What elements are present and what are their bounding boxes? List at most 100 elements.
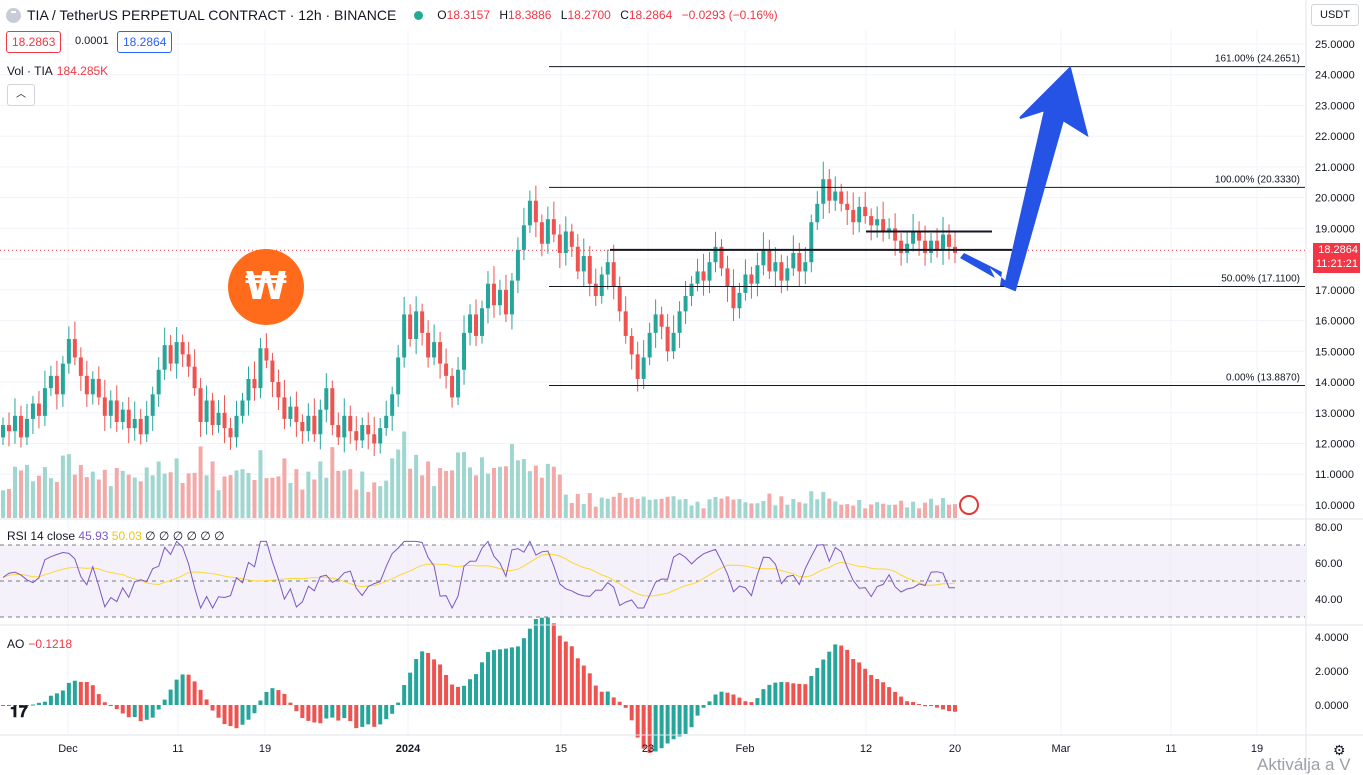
candle-body [378,428,383,444]
ao-bar [911,701,916,705]
ao-bar [246,705,251,720]
candle-body [821,179,826,204]
candle-body [581,256,586,272]
candle-body [216,412,221,426]
ao-bar [438,664,443,705]
ao-bar [485,652,490,705]
volume-bar [186,473,191,518]
last-price-tag: 18.2864 [1313,243,1360,259]
symbol-title[interactable]: TIA / TetherUS PERPETUAL CONTRACT · 12h … [27,7,397,23]
candle-body [228,428,233,438]
volume-bar [917,508,922,518]
change-value: −0.0293 (−0.16%) [681,8,778,22]
sell-price-button[interactable]: 18.2863 [6,31,62,53]
volume-bar [875,502,880,518]
candle-body [833,191,838,201]
candle-body [48,375,53,389]
buy-price-button[interactable]: 18.2864 [117,31,173,53]
volume-bar [126,474,131,518]
volume-bar [60,455,65,518]
up-arrow[interactable] [1003,66,1089,292]
candle-body [857,206,862,223]
price-tick-label: 24.0000 [1315,70,1355,82]
candle-body [438,342,443,364]
time-tick-label: 12 [860,743,872,755]
volume-bar [857,500,862,518]
volume-bar [485,473,490,518]
candle-body [671,332,676,352]
candle-body [444,363,449,376]
volume-bar [911,501,916,518]
ao-bar [797,683,802,705]
ao-bar [450,684,455,705]
volume-bar [557,474,562,518]
volume-bar [96,479,101,518]
candle-body [845,203,850,210]
candle-body [545,219,550,244]
down-arrow[interactable] [960,253,1012,286]
volume-bar [18,470,23,518]
time-tick-label: 19 [259,743,271,755]
volume-bar [629,497,634,518]
fib-level-label: 161.00% (24.2651) [1215,54,1300,65]
ao-bar [575,658,580,705]
ao-bar [372,705,377,727]
price-tick-label: 22.0000 [1315,131,1355,143]
candle-body [450,375,455,398]
candle-body [408,314,413,340]
ao-bar [60,690,65,705]
spread-value: 0.0001 [75,35,109,47]
ao-bar [479,662,484,705]
volume-bar [815,499,820,518]
event-flag-icon[interactable] [959,495,979,515]
candle-body [527,200,532,226]
ao-bar [557,635,562,705]
volume-bar [390,458,395,518]
volume-bar [653,499,658,518]
ao-bar [851,659,856,705]
ao-bar [941,705,946,710]
ao-bar [120,705,125,714]
volume-bar [779,496,784,518]
candle-body [683,295,688,312]
tradingview-logo-icon[interactable]: 𝟏𝟕 [10,704,28,721]
volume-bar [785,504,790,518]
volume-bar [923,502,928,518]
candle-body [186,354,191,367]
activation-watermark: Aktiválja a V [1257,755,1351,774]
ao-bar [306,705,311,721]
candle-body [941,234,946,250]
candle-body [420,311,425,333]
candle-body [881,219,886,232]
ao-bar [929,705,934,706]
volume-bar [497,466,502,518]
chevron-up-icon[interactable]: ︿ [7,84,35,106]
volume-bar [803,503,808,518]
rsi-tick-label: 60.00 [1315,558,1343,570]
market-status-icon [414,10,424,20]
price-tick-label: 10.0000 [1315,500,1355,512]
ao-bar [881,682,886,705]
candle-body [90,378,95,395]
volume-bar [270,477,275,518]
currency-select[interactable]: USDT [1311,4,1359,26]
ao-bar [192,681,197,705]
ao-bar [36,702,41,705]
candle-body [42,388,47,416]
candle-body [695,271,700,284]
volume-bar [174,458,179,518]
candle-body [755,265,760,284]
candle-body [557,234,562,253]
ao-bar [138,705,143,722]
gear-icon[interactable]: ⚙ [1333,742,1346,758]
volume-bar [420,475,425,518]
volume-bar [102,469,107,518]
ao-bar [677,705,682,737]
volume-bar [204,475,209,518]
volume-bar [551,466,556,518]
ao-bar [725,692,730,705]
candle-body [761,249,766,266]
ao-bar [743,701,748,705]
candle-body [491,283,496,306]
